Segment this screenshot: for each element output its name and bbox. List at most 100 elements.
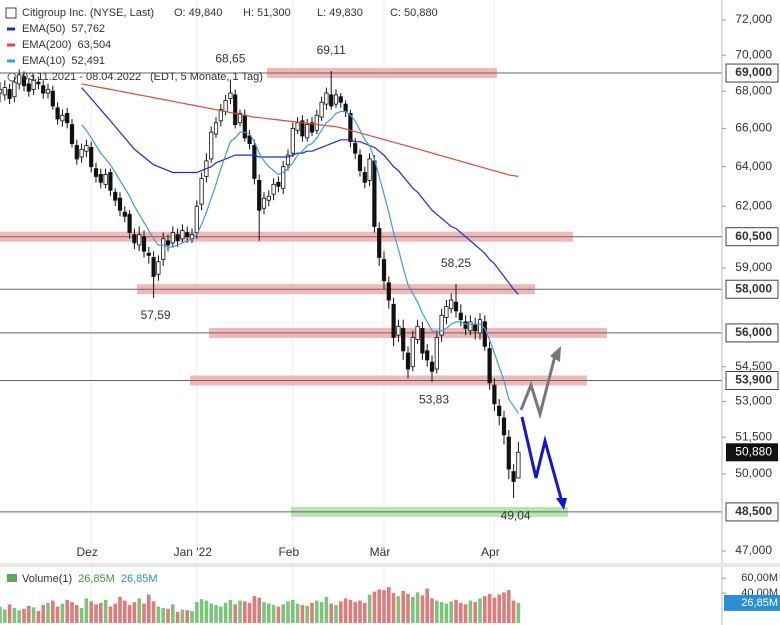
volume-bar — [257, 597, 261, 623]
candle-body — [487, 348, 492, 384]
volume-bar — [219, 606, 223, 623]
volume-icon — [7, 574, 17, 582]
volume-bar — [406, 593, 410, 623]
price-annotation: 53,83 — [419, 392, 449, 406]
volume-bar — [204, 600, 209, 623]
candle-body — [103, 174, 108, 185]
candle-body — [237, 112, 243, 124]
volume-bar — [65, 599, 69, 623]
volume-bar — [17, 610, 21, 623]
volume-bar — [444, 603, 449, 623]
zones-layer — [0, 68, 722, 517]
volume-bar — [31, 607, 36, 623]
legend-value: 57,762 — [71, 23, 105, 35]
volume-last-box — [724, 594, 780, 611]
candle-body — [290, 127, 295, 154]
volume-bar — [334, 605, 338, 623]
candle-body — [228, 92, 233, 99]
volume-bar — [41, 605, 45, 623]
candle-body — [372, 160, 377, 227]
volume-bar — [459, 602, 463, 623]
candle-body — [329, 94, 334, 107]
volume-bar — [247, 602, 252, 623]
grid-layer — [90, 0, 495, 625]
candle-body — [281, 166, 286, 189]
volume-bar — [310, 602, 314, 623]
ema-line — [81, 110, 519, 414]
last-price-box — [726, 443, 778, 462]
candle-body — [516, 451, 521, 479]
y-tick-label: 70,000 — [735, 47, 772, 61]
candle-body — [429, 361, 435, 372]
volume-legend-name: Volume(1) — [22, 573, 72, 585]
volume-bar — [94, 604, 98, 623]
volume-bar — [271, 605, 276, 623]
candle-body — [185, 232, 190, 238]
candle-body — [309, 122, 315, 133]
volume-bar — [161, 608, 165, 623]
candle-body — [405, 352, 411, 370]
legend-label: EMA(10) — [22, 55, 65, 67]
volume-bar — [118, 596, 122, 623]
legend-label: EMA(200) — [22, 39, 72, 51]
candle-body — [21, 76, 27, 87]
volume-bar — [190, 611, 194, 623]
volume-bar — [195, 602, 199, 623]
candle-body — [348, 112, 353, 143]
candle-body — [324, 92, 329, 105]
volume-bar — [252, 596, 257, 623]
date-range: 03.11.2021 - 08.04.2022 — [22, 71, 141, 83]
x-tick-label: Mär — [370, 545, 391, 559]
candle-body — [65, 112, 70, 124]
legend: Citigroup Inc. (NYSE, Last) O: 49,840 H:… — [5, 7, 438, 83]
level-label: 60,500 — [735, 229, 772, 243]
volume-bar — [420, 595, 425, 623]
volume-bar — [329, 603, 333, 623]
volume-bar — [343, 598, 348, 623]
y-tick-label: 59,000 — [735, 260, 772, 274]
candle-body — [381, 259, 387, 282]
volume-bar — [391, 593, 396, 623]
axis-layer: Dez Jan '22 Feb Mär Apr 72,000 70,000 68,000 66,… — [77, 12, 780, 611]
price-annotation: 69,11 — [317, 43, 346, 57]
candle-body — [165, 240, 171, 246]
chart-icon — [5, 7, 17, 19]
candle-body — [74, 145, 79, 160]
candle-body — [2, 87, 7, 96]
candle-body — [252, 145, 257, 179]
volume-bar — [51, 600, 55, 623]
candle-body — [26, 83, 31, 92]
volume-bar — [430, 598, 434, 623]
arrowhead — [556, 498, 567, 510]
volume-bar — [502, 592, 506, 623]
level-label: 48,500 — [735, 504, 772, 518]
candle-body — [444, 306, 449, 318]
candle-body — [156, 261, 161, 275]
volume-bar — [497, 594, 501, 623]
x-tick-label: Feb — [278, 545, 299, 559]
volume-bar — [103, 599, 108, 623]
volume-bar — [27, 605, 31, 623]
candle-body — [300, 120, 305, 137]
volume-bar — [319, 602, 324, 623]
level-box — [725, 227, 779, 247]
volume-bar — [487, 593, 492, 623]
candle-body — [396, 325, 401, 336]
candle-body — [362, 172, 367, 183]
candle-body — [127, 213, 132, 233]
volume-bar — [108, 606, 113, 623]
y-tick-label: 53,000 — [735, 394, 772, 408]
volume-bar — [463, 604, 468, 623]
candle-body — [146, 252, 151, 256]
candle-body — [511, 471, 516, 482]
level-label: 69,000 — [735, 65, 772, 79]
arrow-down — [520, 416, 564, 503]
candle-body — [12, 81, 17, 98]
candle-body — [41, 85, 46, 94]
ohlc-close: C: 50,880 — [390, 7, 438, 19]
volume-bar — [156, 606, 161, 623]
volume-bar — [300, 605, 305, 623]
y-tick-label: 62,000 — [735, 198, 772, 212]
volume-bar — [401, 590, 405, 623]
